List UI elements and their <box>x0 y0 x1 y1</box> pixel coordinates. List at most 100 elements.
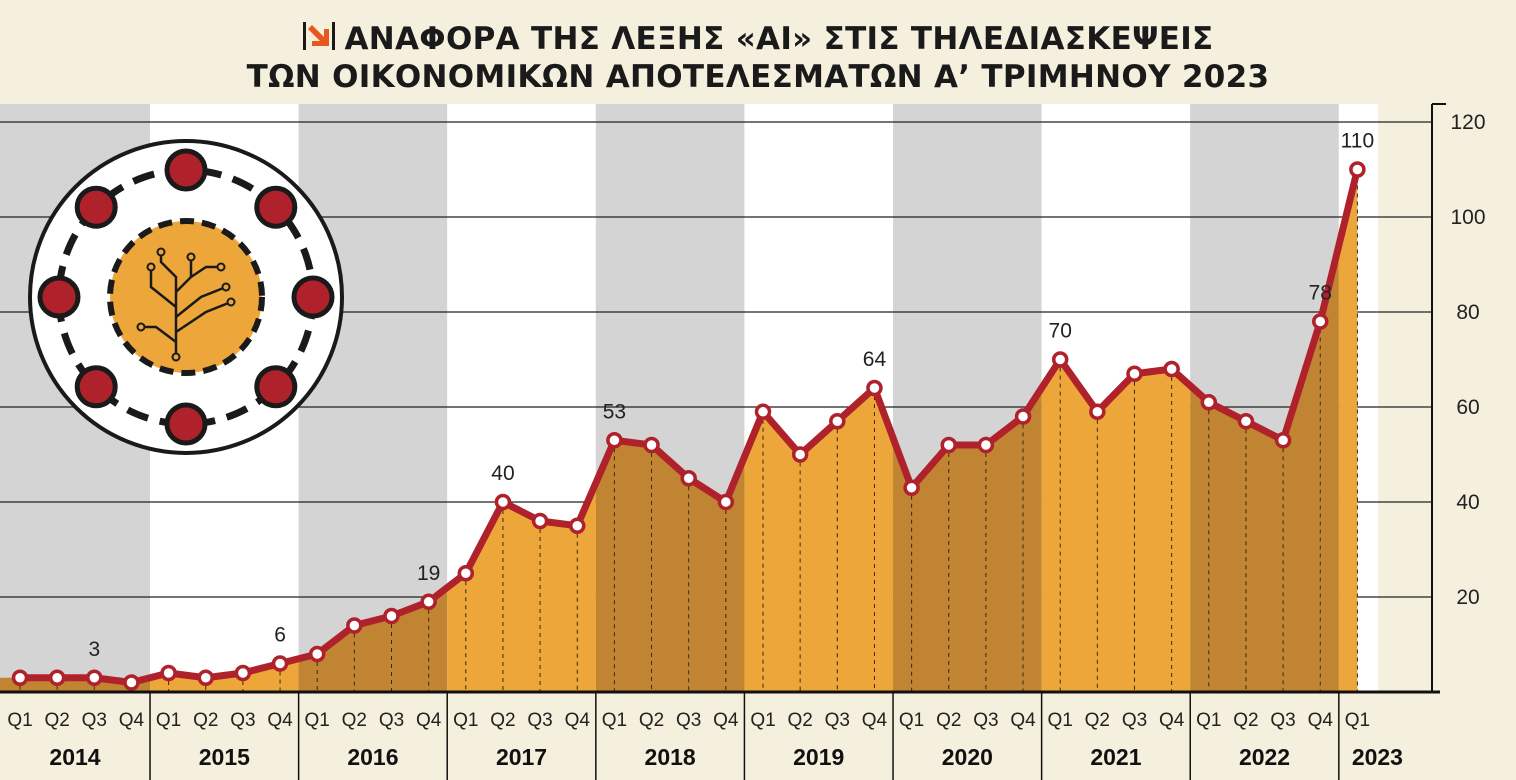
data-label: 3 <box>88 638 100 661</box>
data-point <box>1349 161 1366 178</box>
year-label: 2017 <box>496 744 547 770</box>
data-point <box>1051 351 1069 368</box>
x-tick-label: Q4 <box>1308 710 1334 731</box>
x-tick-label: Q1 <box>750 710 775 731</box>
data-point <box>86 669 103 686</box>
data-point <box>197 669 214 686</box>
title-text-2: ΤΩΝ ΟΙΚΟΝΟΜΙΚΩΝ ΑΠΟΤΕΛΕΣΜΑΤΩΝ Α’ ΤΡΙΜΗΝΟ… <box>246 59 1270 95</box>
data-label: 19 <box>417 562 440 585</box>
data-label: 78 <box>1309 282 1332 305</box>
arrow-logo-icon <box>303 22 336 50</box>
x-tick-label: Q2 <box>342 710 367 731</box>
y-tick-label: 120 <box>1450 111 1485 134</box>
data-point <box>1200 394 1218 411</box>
x-tick-label: Q2 <box>490 710 515 731</box>
area-fill-2023 <box>1338 169 1358 692</box>
x-tick-label: Q4 <box>416 710 442 731</box>
x-tick-label: Q3 <box>825 710 850 731</box>
data-point <box>48 669 66 686</box>
data-point <box>569 517 586 534</box>
x-tick-label: Q3 <box>973 710 998 731</box>
x-tick-label: Q2 <box>44 710 69 731</box>
data-point <box>123 674 140 691</box>
x-tick-label: Q1 <box>305 710 330 731</box>
data-point <box>680 470 697 487</box>
x-tick-label: Q1 <box>156 710 181 731</box>
data-point <box>1014 408 1032 425</box>
data-point <box>940 436 957 454</box>
year-label: 2016 <box>347 744 398 770</box>
title-line-1: ΑΝΑΦΟΡΑ ΤΗΣ ΛΕΞΗΣ «AI» ΣΤΙΣ ΤΗΛΕΔΙΑΣΚΕΨΕ… <box>0 20 1516 58</box>
x-tick-label: Q2 <box>1085 710 1110 731</box>
data-point <box>160 664 177 682</box>
year-label: 2023 <box>1352 744 1403 770</box>
area-fill-2021 <box>1041 359 1191 692</box>
data-point <box>1274 432 1292 449</box>
chart-title: ΑΝΑΦΟΡΑ ΤΗΣ ΛΕΞΗΣ «AI» ΣΤΙΣ ΤΗΛΕΔΙΑΣΚΕΨΕ… <box>0 0 1516 100</box>
data-point <box>1312 313 1329 330</box>
data-label: 53 <box>603 400 626 423</box>
data-point <box>1163 360 1180 378</box>
x-tick-label: Q2 <box>936 710 961 731</box>
x-tick-label: Q3 <box>676 710 701 731</box>
area-fill-2016 <box>298 587 448 692</box>
data-point <box>11 669 29 686</box>
data-point <box>1237 413 1255 430</box>
data-label: 70 <box>1049 320 1072 343</box>
x-tick-label: Q4 <box>713 710 739 731</box>
data-point <box>1126 365 1143 382</box>
data-point <box>420 593 437 610</box>
y-tick-label: 100 <box>1450 206 1485 229</box>
data-point <box>457 565 475 582</box>
year-label: 2019 <box>793 744 844 770</box>
title-line-2: ΤΩΝ ΟΙΚΟΝΟΜΙΚΩΝ ΑΠΟΤΕΛΕΣΜΑΤΩΝ Α’ ΤΡΙΜΗΝΟ… <box>0 58 1516 96</box>
area-fill-2017 <box>447 483 596 692</box>
year-label: 2021 <box>1090 744 1141 770</box>
area-fill-2018 <box>595 440 745 692</box>
data-label: 110 <box>1341 130 1374 153</box>
x-tick-label: Q4 <box>1010 710 1036 731</box>
data-label: 40 <box>491 462 514 485</box>
x-tick-label: Q1 <box>1196 710 1221 731</box>
data-point <box>308 645 326 663</box>
data-point <box>531 512 549 530</box>
x-tick-label: Q1 <box>453 710 478 731</box>
area-fill-2020 <box>893 388 1042 692</box>
year-label: 2014 <box>49 744 100 770</box>
data-point <box>346 617 363 634</box>
x-tick-label: Q1 <box>7 710 32 731</box>
x-tick-label: Q4 <box>565 710 591 731</box>
x-tick-label: Q4 <box>267 710 293 731</box>
y-tick-label: 20 <box>1456 586 1479 609</box>
data-point <box>754 403 772 420</box>
x-tick-label: Q4 <box>119 710 145 731</box>
data-point <box>494 493 512 511</box>
x-tick-label: Q3 <box>230 710 255 731</box>
year-band <box>298 104 448 692</box>
x-tick-label: Q2 <box>639 710 664 731</box>
x-tick-label: Q3 <box>379 710 404 731</box>
x-tick-label: Q3 <box>1122 710 1147 731</box>
year-label: 2022 <box>1239 744 1290 770</box>
data-point <box>606 432 623 449</box>
x-tick-label: Q2 <box>193 710 218 731</box>
x-tick-label: Q2 <box>1233 710 1258 731</box>
data-point <box>791 446 809 463</box>
data-point <box>1089 403 1106 420</box>
x-tick-label: Q1 <box>899 710 924 731</box>
data-label: 64 <box>863 348 887 371</box>
data-point <box>977 436 995 454</box>
data-point <box>234 664 252 682</box>
area-fill-2022 <box>1190 245 1339 692</box>
data-label: 6 <box>274 624 286 647</box>
x-tick-label: Q1 <box>602 710 627 731</box>
year-label: 2018 <box>645 744 696 770</box>
x-tick-label: Q3 <box>82 710 107 731</box>
year-label: 2015 <box>199 744 250 770</box>
x-tick-label: Q3 <box>527 710 552 731</box>
x-tick-label: Q4 <box>1159 710 1185 731</box>
title-text-1: ΑΝΑΦΟΡΑ ΤΗΣ ΛΕΞΗΣ «AI» ΣΤΙΣ ΤΗΛΕΔΙΑΣΚΕΨΕ… <box>344 21 1214 57</box>
data-point <box>903 479 920 496</box>
data-point <box>271 655 289 672</box>
